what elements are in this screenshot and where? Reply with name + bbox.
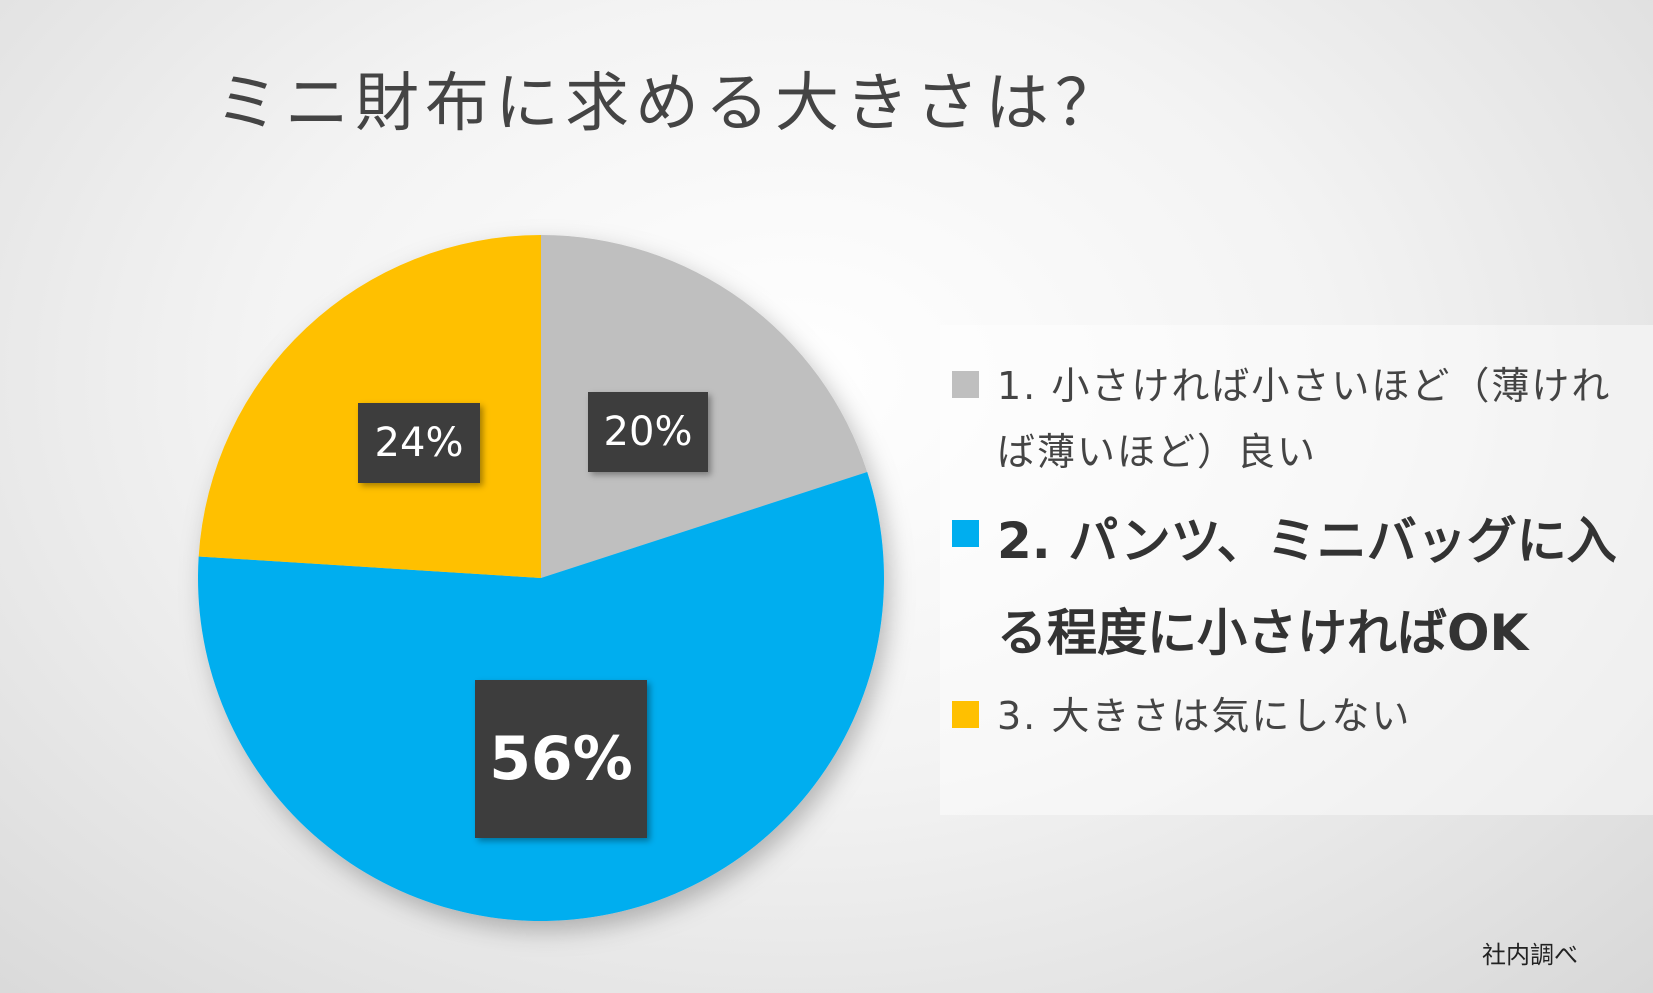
legend-swatch-yellow [952, 701, 979, 728]
data-label-slice-2: 56% [475, 680, 647, 838]
legend-swatch-gray [952, 371, 979, 398]
legend-label-1: 1. 小さければ小さいほど（薄ければ薄いほど）良い [997, 364, 1612, 474]
legend: 1. 小さければ小さいほど（薄ければ薄いほど）良い 2. パンツ、ミニバッグに入… [940, 325, 1653, 815]
legend-label-3: 3. 大きさは気にしない [997, 694, 1412, 738]
legend-swatch-blue [952, 520, 979, 547]
source-note: 社内調べ [1482, 941, 1578, 969]
legend-label-2: 2. パンツ、ミニバッグに入る程度に小さければOK [997, 512, 1617, 662]
data-label-slice-3: 24% [358, 403, 480, 483]
legend-item-3: 3. 大きさは気にしない [952, 683, 1642, 749]
legend-item-2: 2. パンツ、ミニバッグに入る程度に小さければOK [952, 495, 1652, 679]
legend-item-1: 1. 小さければ小さいほど（薄ければ薄いほど）良い [952, 353, 1642, 485]
data-label-slice-1: 20% [588, 392, 708, 472]
chart-title: ミニ財布に求める大きさは？ [215, 67, 1125, 141]
